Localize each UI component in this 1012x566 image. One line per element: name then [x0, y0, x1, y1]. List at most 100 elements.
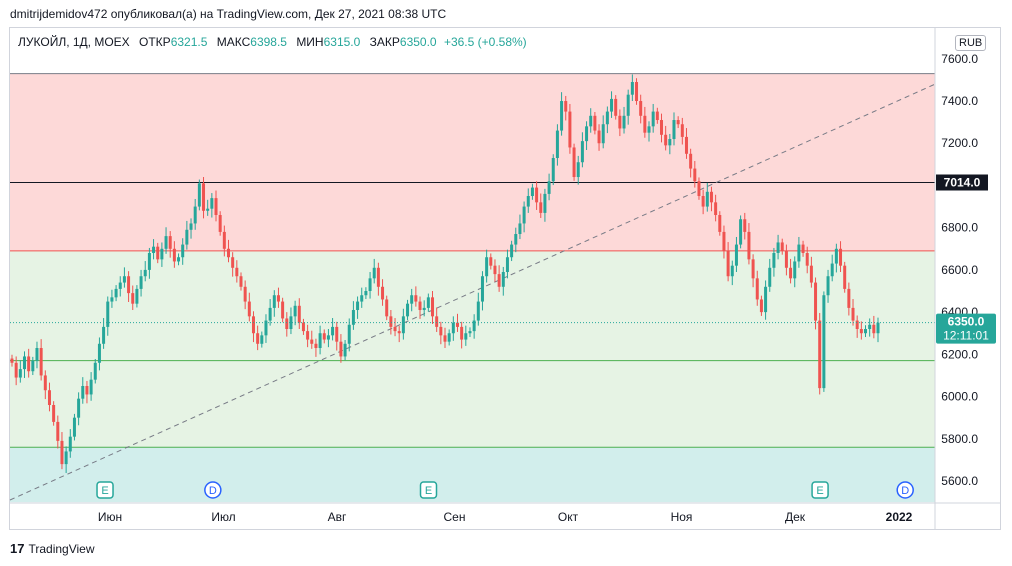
- candle-body: [560, 101, 564, 131]
- x-tick-label: Окт: [558, 510, 579, 524]
- candle-body: [514, 234, 518, 245]
- candle-body: [47, 390, 51, 406]
- candle-body: [347, 324, 351, 344]
- candle-body: [297, 305, 301, 323]
- candle-body: [251, 316, 255, 334]
- candle-body: [605, 111, 609, 125]
- candle-body: [152, 246, 156, 254]
- candle-body: [397, 331, 401, 334]
- current-price-badge: [936, 313, 996, 344]
- candle-body: [793, 261, 797, 279]
- candle-body: [339, 341, 343, 357]
- candle-body: [401, 316, 405, 334]
- candle-body: [435, 316, 439, 327]
- candle-body: [285, 318, 289, 330]
- candle-body: [709, 191, 713, 203]
- candle-body: [39, 348, 43, 376]
- candle-body: [10, 358, 14, 363]
- candle-body: [89, 379, 93, 395]
- candle-body: [851, 307, 855, 321]
- y-tick-label: 6200.0: [941, 347, 978, 361]
- y-tick-label: 7400.0: [941, 94, 978, 108]
- candle-body: [572, 147, 576, 178]
- candle-body: [476, 301, 480, 321]
- candle-body: [730, 265, 734, 277]
- y-tick-label: 5600.0: [941, 474, 978, 488]
- candle-body: [789, 267, 793, 279]
- candle-body: [814, 282, 818, 321]
- candle-body: [85, 386, 89, 395]
- candle-body: [755, 278, 759, 300]
- candle-body: [135, 288, 139, 304]
- candle-body: [718, 215, 722, 232]
- candle-body: [310, 339, 314, 344]
- candle-body: [493, 265, 497, 275]
- x-tick-label: Дек: [785, 510, 806, 524]
- candle-body: [547, 181, 551, 194]
- legend-open-label: ОТКР: [139, 35, 171, 49]
- time-axis[interactable]: Июн Июл Авг Сен Окт Ноя Дек 2022: [10, 28, 1000, 529]
- candle-body: [510, 244, 514, 258]
- level-badge-label: 7014.0: [944, 176, 981, 190]
- candle-body: [202, 183, 206, 211]
- y-tick-label: 5800.0: [941, 432, 978, 446]
- y-tick-label: 6000.0: [941, 390, 978, 404]
- candle-body: [872, 324, 876, 334]
- candle-body: [847, 288, 851, 308]
- earnings-icon: [419, 481, 438, 499]
- candle-body: [385, 299, 389, 317]
- price-axis[interactable]: 5600.05800.06000.06200.06400.06600.06800…: [936, 52, 996, 488]
- legend-close-value: 6350.0: [399, 35, 437, 49]
- candle-body: [256, 333, 260, 344]
- candle-body: [518, 223, 522, 235]
- candle-body: [593, 115, 597, 131]
- candle-body: [235, 267, 239, 277]
- price-zone: [10, 447, 935, 503]
- candle-body: [443, 335, 447, 342]
- candle-body: [72, 417, 76, 437]
- candle-body: [564, 101, 568, 112]
- candle-body: [855, 320, 859, 330]
- candle-body: [60, 440, 64, 465]
- candle-body: [247, 301, 251, 317]
- candle-body: [622, 115, 626, 129]
- x-tick-label: 2022: [886, 510, 913, 524]
- candle-body: [460, 326, 464, 340]
- candle-body: [52, 405, 56, 422]
- event-label: D: [901, 485, 909, 497]
- candles: [10, 74, 880, 473]
- candle-body: [555, 130, 559, 159]
- candle-body: [697, 181, 701, 197]
- candle-body: [331, 326, 335, 336]
- candle-body: [301, 322, 305, 332]
- candle-body: [414, 295, 418, 302]
- candle-body: [102, 326, 106, 344]
- dividend-icon: [204, 481, 222, 499]
- candle-body: [356, 301, 360, 311]
- candle-body: [389, 316, 393, 327]
- price-zones: [10, 73, 935, 503]
- event-marker: D: [896, 481, 914, 499]
- candle-body: [97, 343, 101, 363]
- event-label: D: [209, 485, 217, 497]
- candle-body: [210, 198, 214, 209]
- candle-body: [268, 307, 272, 321]
- candle-body: [272, 295, 276, 308]
- candle-body: [335, 326, 339, 342]
- candle-body: [189, 223, 193, 230]
- candle-body: [114, 288, 118, 298]
- candle-body: [864, 329, 868, 334]
- candle-body: [472, 320, 476, 332]
- earnings-icon: [96, 481, 114, 499]
- candle-body: [822, 295, 826, 389]
- candle-body: [131, 293, 135, 304]
- candle-body: [410, 295, 414, 304]
- candle-body: [818, 320, 822, 389]
- dividend-icon: [896, 481, 914, 499]
- x-tick-label: Ноя: [671, 510, 693, 524]
- price-zone: [10, 73, 935, 251]
- candle-body: [772, 253, 776, 268]
- trendline[interactable]: [9, 83, 936, 501]
- currency-badge[interactable]: RUB: [955, 35, 987, 51]
